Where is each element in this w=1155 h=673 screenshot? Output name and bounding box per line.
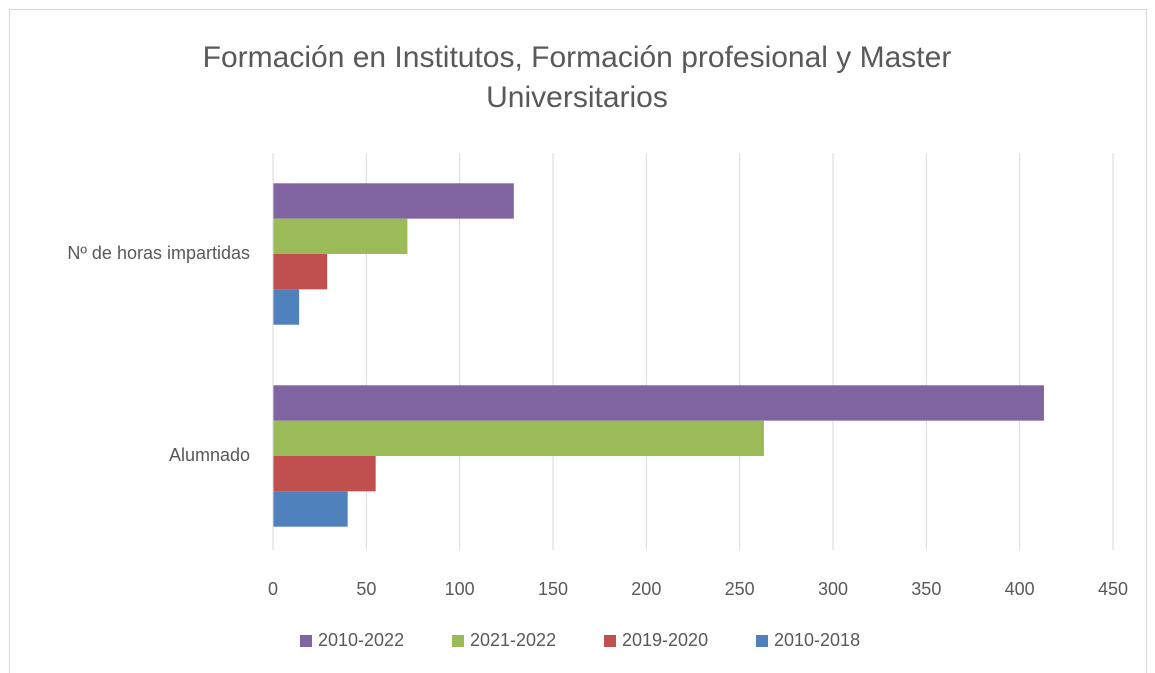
legend-label: 2010-2018 [774,630,860,650]
y-tick-label: Nº de horas impartidas [67,243,250,263]
x-tick-label: 0 [268,579,278,599]
legend-label: 2010-2022 [318,630,404,650]
y-tick-label: Alumnado [169,445,250,465]
bar [273,254,328,290]
x-tick-label: 100 [445,579,475,599]
x-tick-label: 450 [1098,579,1128,599]
legend-swatch [756,635,768,647]
legend-label: 2019-2020 [622,630,708,650]
chart-border [9,9,1147,673]
x-tick-label: 350 [911,579,941,599]
x-tick-label: 50 [356,579,376,599]
chart-title: Formación en Institutos, Formación profe… [202,41,952,114]
bar [273,183,514,219]
legend-swatch [300,635,312,647]
x-tick-label: 200 [631,579,661,599]
bar [273,289,300,325]
legend-swatch [604,635,616,647]
bar [273,218,408,254]
x-tick-label: 250 [725,579,755,599]
bar [273,385,1044,421]
x-tick-label: 150 [538,579,568,599]
bar [273,491,348,527]
bar [273,420,764,456]
legend-label: 2021-2022 [470,630,556,650]
legend-swatch [452,635,464,647]
x-tick-label: 300 [818,579,848,599]
x-tick-label: 400 [1005,579,1035,599]
bar [273,456,376,492]
